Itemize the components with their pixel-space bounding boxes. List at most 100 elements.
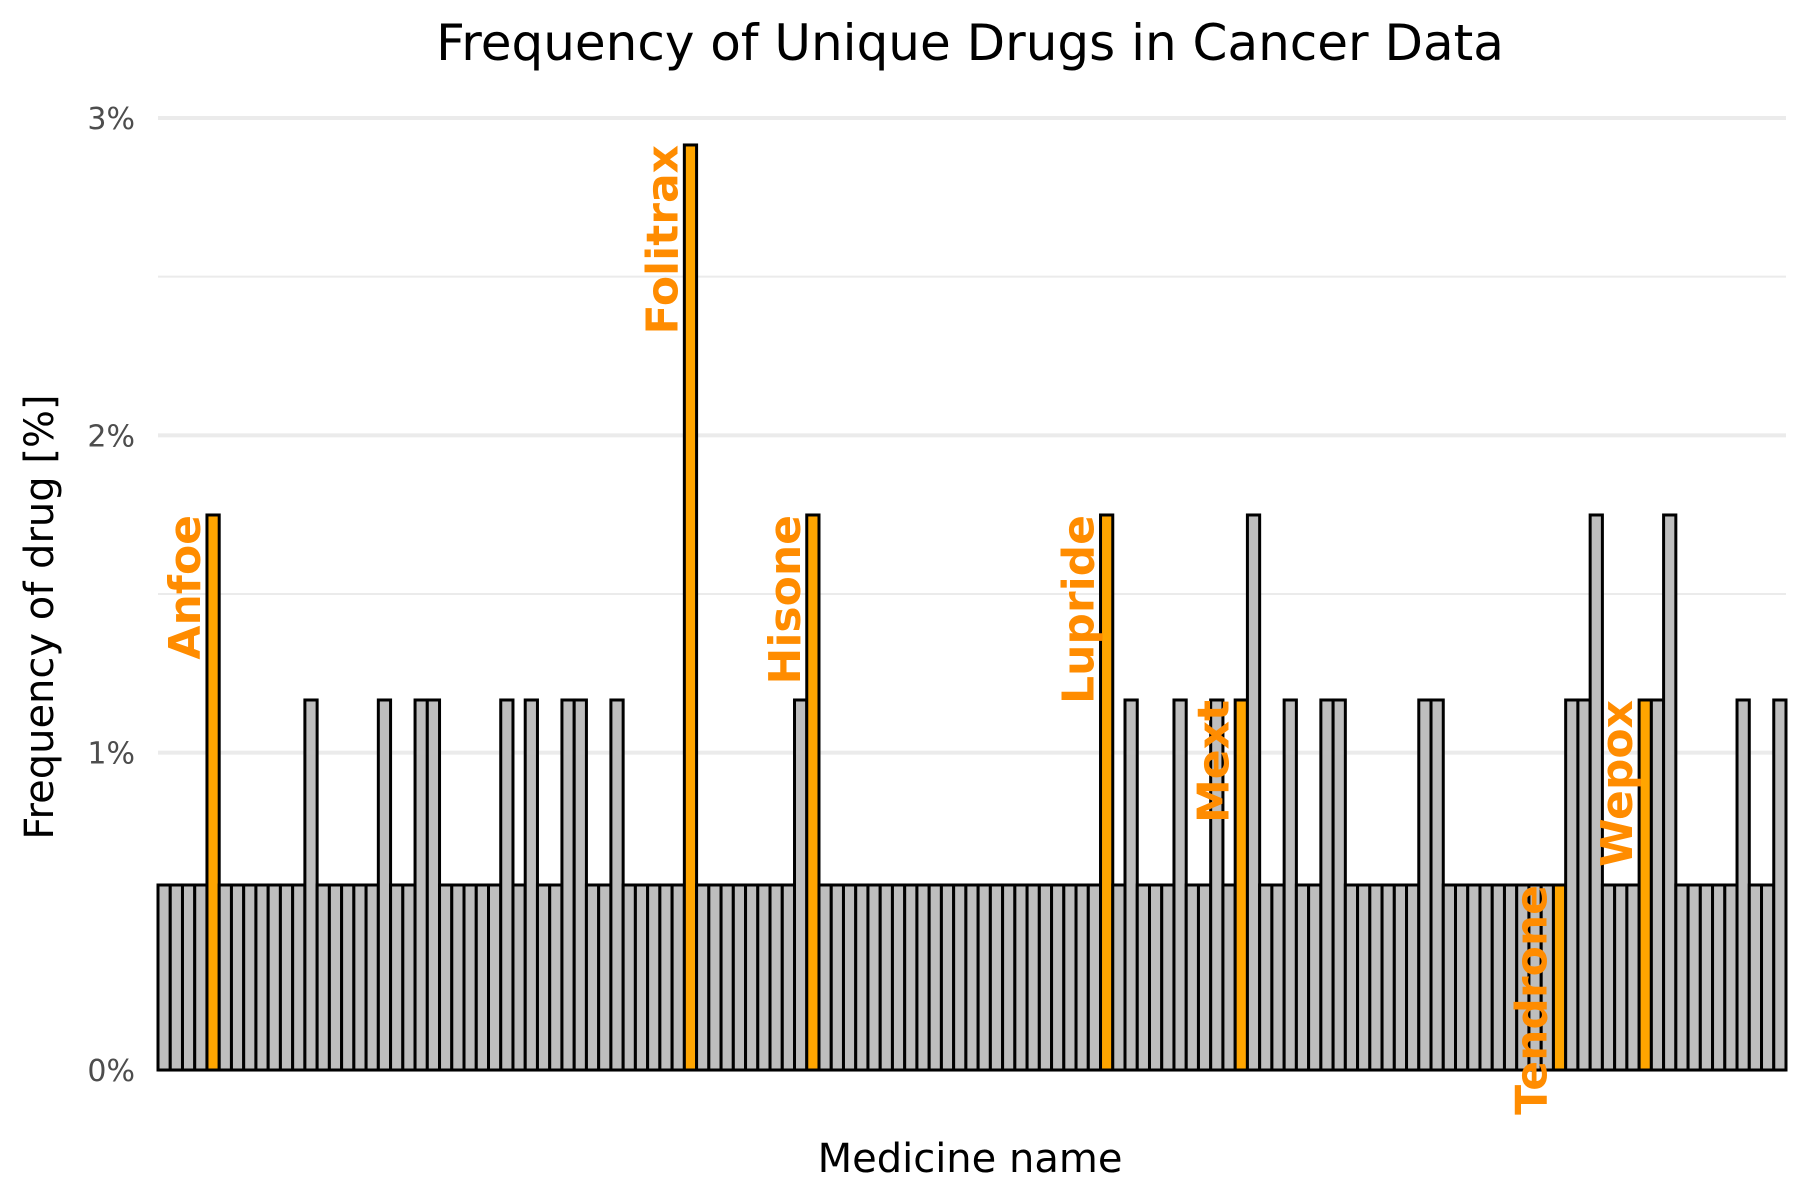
bar <box>903 883 919 1072</box>
bar <box>1723 883 1739 1072</box>
bar <box>1331 698 1347 1072</box>
bar <box>1086 883 1103 1072</box>
bar <box>1454 883 1470 1072</box>
highlighted-bar <box>805 513 821 1072</box>
bar <box>1429 698 1445 1072</box>
bar <box>1258 883 1274 1072</box>
bar-label-mext: Mext <box>1188 700 1239 823</box>
bar <box>1441 883 1458 1072</box>
bar <box>1037 883 1054 1072</box>
bar <box>817 883 833 1072</box>
bar <box>168 883 184 1072</box>
bar <box>1735 698 1751 1072</box>
bar <box>768 883 784 1072</box>
bar <box>1405 883 1421 1072</box>
bar <box>1050 883 1066 1072</box>
bars <box>156 143 1788 1072</box>
bar <box>1123 698 1139 1072</box>
bar <box>976 883 992 1072</box>
bar <box>535 883 552 1072</box>
bar-label-anfoe: Anfoe <box>160 515 211 660</box>
bar <box>1674 883 1690 1072</box>
bar <box>229 883 246 1072</box>
bar <box>1380 883 1396 1072</box>
bar <box>1221 883 1237 1072</box>
bar <box>1392 883 1409 1072</box>
x-axis-title: Medicine name <box>818 1136 1123 1182</box>
bar <box>1588 513 1604 1072</box>
bar <box>1613 883 1629 1072</box>
y-tick-label: 0% <box>87 1054 135 1089</box>
bar <box>1319 698 1335 1072</box>
bar <box>1711 883 1727 1072</box>
y-axis-title: Frequency of drug [%] <box>17 394 63 839</box>
bar <box>597 883 613 1072</box>
highlighted-bar <box>205 513 221 1072</box>
bar <box>450 883 466 1072</box>
bar <box>1625 883 1641 1072</box>
bar <box>364 883 380 1072</box>
bar <box>462 883 478 1072</box>
bar <box>780 883 797 1072</box>
bar <box>1184 883 1200 1072</box>
bar-label-wepox: Wepox <box>1592 700 1643 867</box>
bar <box>254 883 270 1072</box>
bar <box>988 883 1005 1072</box>
bar <box>1649 698 1666 1072</box>
bar <box>1466 883 1482 1072</box>
highlighted-bar <box>682 143 699 1072</box>
bar <box>829 883 845 1072</box>
bar <box>413 698 429 1072</box>
bar <box>1001 883 1017 1072</box>
bar-label-folitrax: Folitrax <box>637 145 688 334</box>
bar <box>890 883 907 1072</box>
bar <box>695 883 711 1072</box>
bar <box>756 883 772 1072</box>
y-tick-label: 3% <box>87 102 135 137</box>
bar <box>1282 698 1298 1072</box>
bar <box>1772 698 1788 1072</box>
bar <box>572 698 588 1072</box>
bar <box>438 883 454 1072</box>
bar <box>499 698 515 1072</box>
bar <box>866 883 882 1072</box>
y-tick-label: 1% <box>87 737 135 772</box>
bar <box>793 698 809 1072</box>
highlighted-bar <box>1099 513 1115 1072</box>
bar <box>1307 883 1323 1072</box>
bar <box>511 883 527 1072</box>
bar <box>658 883 674 1072</box>
bar <box>1074 883 1090 1072</box>
bar <box>731 883 748 1072</box>
bar <box>1662 513 1678 1072</box>
bar <box>1160 883 1176 1072</box>
bar <box>1172 698 1188 1072</box>
bar <box>1245 513 1262 1072</box>
bar <box>1490 883 1506 1072</box>
chart-title: Frequency of Unique Drugs in Cancer Data <box>436 14 1504 72</box>
bar <box>584 883 601 1072</box>
bar <box>548 883 564 1072</box>
bar-labels: Anfoe Folitrax Hisone Lupride Mext Tendrone We… <box>160 145 1643 1115</box>
bar <box>1343 883 1360 1072</box>
bar <box>633 883 650 1072</box>
bar <box>1025 883 1041 1072</box>
bar-label-tendrone: Tendrone <box>1507 885 1558 1115</box>
bar <box>156 883 172 1072</box>
bar <box>1368 883 1384 1072</box>
bar <box>952 883 968 1072</box>
bar <box>1576 698 1592 1072</box>
bar <box>1698 883 1715 1072</box>
bar-label-lupride: Lupride <box>1054 515 1105 704</box>
bar <box>327 883 344 1072</box>
bar <box>180 883 197 1072</box>
bar <box>389 883 405 1072</box>
bar <box>1062 883 1078 1072</box>
bar <box>193 883 209 1072</box>
bar <box>744 883 760 1072</box>
bar <box>1135 883 1151 1072</box>
bar <box>1478 883 1494 1072</box>
bar <box>291 883 307 1072</box>
bar <box>707 883 723 1072</box>
